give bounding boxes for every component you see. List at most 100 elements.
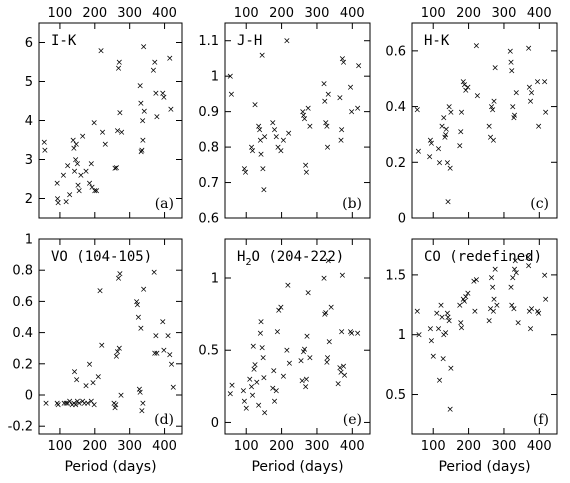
bottom-x-tick-label: 300 bbox=[117, 439, 142, 454]
data-point: × bbox=[303, 375, 311, 385]
data-point: × bbox=[280, 136, 288, 146]
data-point: × bbox=[255, 122, 263, 132]
data-point: × bbox=[248, 382, 256, 392]
data-point: × bbox=[53, 399, 61, 409]
data-point: × bbox=[71, 167, 79, 177]
y-tick-label: 0.2 bbox=[12, 357, 33, 372]
data-point: × bbox=[456, 142, 464, 152]
data-point: × bbox=[414, 307, 422, 317]
data-point: × bbox=[286, 359, 294, 369]
data-point: × bbox=[91, 187, 99, 197]
bottom-x-tick-label: 100 bbox=[234, 439, 259, 454]
data-point: × bbox=[471, 307, 479, 317]
data-point: × bbox=[513, 89, 521, 99]
data-point: × bbox=[487, 133, 495, 143]
data-point: × bbox=[347, 83, 355, 93]
data-point: × bbox=[242, 168, 250, 178]
y-tick-label: 1 bbox=[211, 272, 219, 287]
data-point: × bbox=[488, 103, 496, 113]
data-point: × bbox=[336, 364, 344, 374]
y-tick-label: 1 bbox=[398, 328, 406, 343]
data-point: × bbox=[257, 150, 265, 160]
top-x-tick-label: 400 bbox=[340, 6, 365, 21]
data-point: × bbox=[444, 313, 452, 323]
data-point: × bbox=[528, 89, 536, 99]
data-point: × bbox=[436, 158, 444, 168]
data-point: × bbox=[89, 379, 97, 389]
y-tick-label: 0 bbox=[25, 389, 33, 404]
data-point: × bbox=[435, 325, 443, 335]
data-point: × bbox=[440, 114, 448, 124]
data-point: × bbox=[111, 164, 119, 174]
data-point: × bbox=[88, 183, 96, 193]
data-point: × bbox=[541, 78, 549, 88]
data-point: × bbox=[456, 301, 464, 311]
y-tick-label: 3 bbox=[25, 153, 33, 168]
data-point: × bbox=[491, 265, 499, 275]
data-point: × bbox=[429, 352, 437, 362]
data-point: × bbox=[444, 197, 452, 207]
data-point: × bbox=[493, 301, 501, 311]
top-x-tick-label: 300 bbox=[492, 6, 517, 21]
data-point: × bbox=[427, 325, 435, 335]
data-point: × bbox=[273, 132, 281, 142]
y-tick-label: 1 bbox=[25, 233, 33, 248]
data-point: × bbox=[355, 62, 363, 72]
data-point: × bbox=[88, 397, 96, 407]
data-point: × bbox=[324, 143, 332, 153]
data-point: × bbox=[227, 72, 235, 82]
data-point: × bbox=[298, 377, 306, 387]
panel-label: J-H bbox=[237, 33, 262, 49]
panel-label: I-K bbox=[51, 33, 77, 49]
data-point: × bbox=[354, 104, 362, 114]
bottom-x-tick-label: 200 bbox=[269, 439, 294, 454]
data-point: × bbox=[118, 128, 126, 138]
data-point: × bbox=[112, 400, 120, 410]
data-point: × bbox=[74, 181, 82, 191]
y-tick-label: 1.1 bbox=[198, 34, 219, 49]
data-point: × bbox=[513, 268, 521, 278]
data-point: × bbox=[253, 378, 261, 388]
data-point: × bbox=[114, 126, 122, 136]
data-point: × bbox=[489, 105, 497, 115]
data-point: × bbox=[275, 306, 283, 316]
data-point: × bbox=[460, 78, 468, 88]
y-tick-label: 0 bbox=[211, 416, 219, 431]
data-point: × bbox=[300, 111, 308, 121]
data-point: × bbox=[457, 319, 465, 329]
x-axis-title: Period (days) bbox=[251, 459, 343, 475]
data-point: × bbox=[77, 171, 85, 181]
data-point: × bbox=[101, 140, 109, 150]
data-point: × bbox=[116, 269, 124, 279]
y-tick-label: 0.4 bbox=[12, 326, 33, 341]
y-tick-label: 1 bbox=[211, 70, 219, 85]
data-point: × bbox=[511, 265, 519, 275]
data-point: × bbox=[251, 101, 259, 111]
data-point: × bbox=[323, 358, 331, 368]
top-x-tick-label: 100 bbox=[421, 6, 446, 21]
panel-label: VO (104-105) bbox=[51, 249, 152, 265]
top-x-tick-label: 400 bbox=[152, 6, 177, 21]
data-point: × bbox=[271, 125, 279, 135]
data-point: × bbox=[334, 379, 342, 389]
data-point: × bbox=[69, 136, 77, 146]
data-point: × bbox=[62, 399, 70, 409]
data-point: × bbox=[257, 136, 265, 146]
data-point: × bbox=[524, 253, 532, 263]
data-point: × bbox=[90, 400, 98, 410]
panel-label-part: H bbox=[237, 249, 245, 265]
data-point: × bbox=[474, 91, 482, 101]
panel-label: H2O (204-222) bbox=[237, 249, 344, 268]
data-point: × bbox=[439, 355, 447, 365]
data-point: × bbox=[490, 136, 498, 146]
data-point: × bbox=[427, 136, 435, 146]
data-point: × bbox=[259, 164, 267, 174]
y-tick-label: 6 bbox=[25, 36, 33, 51]
data-point: × bbox=[462, 292, 470, 302]
data-point: × bbox=[306, 122, 314, 132]
data-point: × bbox=[136, 81, 144, 91]
data-point: × bbox=[170, 383, 178, 393]
data-point: × bbox=[426, 153, 434, 163]
data-point: × bbox=[433, 309, 441, 319]
data-point: × bbox=[150, 268, 158, 278]
